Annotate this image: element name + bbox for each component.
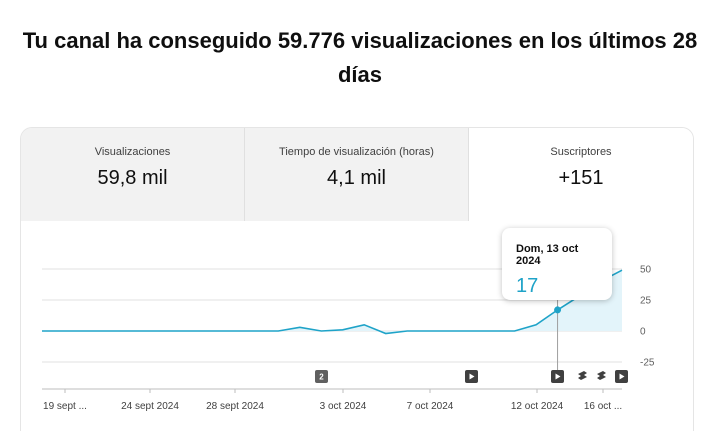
video-marker-icon[interactable] — [551, 370, 564, 383]
tooltip-value: 17 — [516, 275, 539, 297]
x-tick-label: 16 oct ... — [584, 401, 622, 412]
tab-tiempo-visualizacion[interactable]: Tiempo de visualización (horas) 4,1 mil — [245, 128, 469, 221]
tab-suscriptores[interactable]: Suscriptores +151 — [469, 128, 693, 221]
tab-value: +151 — [558, 167, 604, 189]
series-area — [42, 270, 622, 334]
tab-label: Visualizaciones — [94, 146, 171, 158]
y-tick-label: 50 — [640, 265, 652, 276]
x-tick-label: 12 oct 2024 — [511, 401, 564, 412]
y-tick-label: 0 — [640, 327, 646, 338]
short-marker-icon[interactable] — [578, 371, 587, 380]
y-tick-label: -25 — [640, 358, 655, 369]
x-tick-label: 28 sept 2024 — [206, 401, 264, 412]
video-marker-icon[interactable] — [465, 370, 478, 383]
marker-count-text: 2 — [319, 373, 324, 382]
short-marker-icon[interactable] — [597, 371, 606, 380]
series-line — [42, 269, 623, 335]
x-tick-label: 3 oct 2024 — [320, 401, 367, 412]
tooltip-date: Dom, 13 oct 2024 — [516, 243, 579, 267]
tab-label: Tiempo de visualización (horas) — [279, 146, 434, 158]
tab-label: Suscriptores — [550, 146, 612, 158]
x-tick-label: 7 oct 2024 — [407, 401, 454, 412]
tab-visualizaciones[interactable]: Visualizaciones 59,8 mil — [21, 128, 245, 221]
x-axis: 19 sept ... 24 sept 2024 28 sept 2024 3 oct… — [43, 389, 622, 412]
marker-count-badge[interactable]: 2 — [315, 370, 328, 383]
tab-value: 59,8 mil — [97, 167, 168, 189]
page-headline: Tu canal ha conseguido 59.776 visualizac… — [22, 28, 698, 87]
video-marker-icon[interactable] — [615, 370, 628, 383]
chart-tooltip: Dom, 13 oct 2024 17 — [502, 228, 612, 300]
y-axis: 50 25 0 -25 — [640, 265, 655, 369]
metric-tabs: Visualizaciones 59,8 mil Tiempo de visua… — [21, 128, 693, 221]
y-tick-label: 25 — [640, 296, 652, 307]
highlight-point — [554, 306, 562, 314]
event-markers: 2 — [315, 370, 628, 383]
x-tick-label: 24 sept 2024 — [121, 401, 179, 412]
x-tick-label: 19 sept ... — [43, 401, 87, 412]
tab-value: 4,1 mil — [327, 167, 386, 189]
